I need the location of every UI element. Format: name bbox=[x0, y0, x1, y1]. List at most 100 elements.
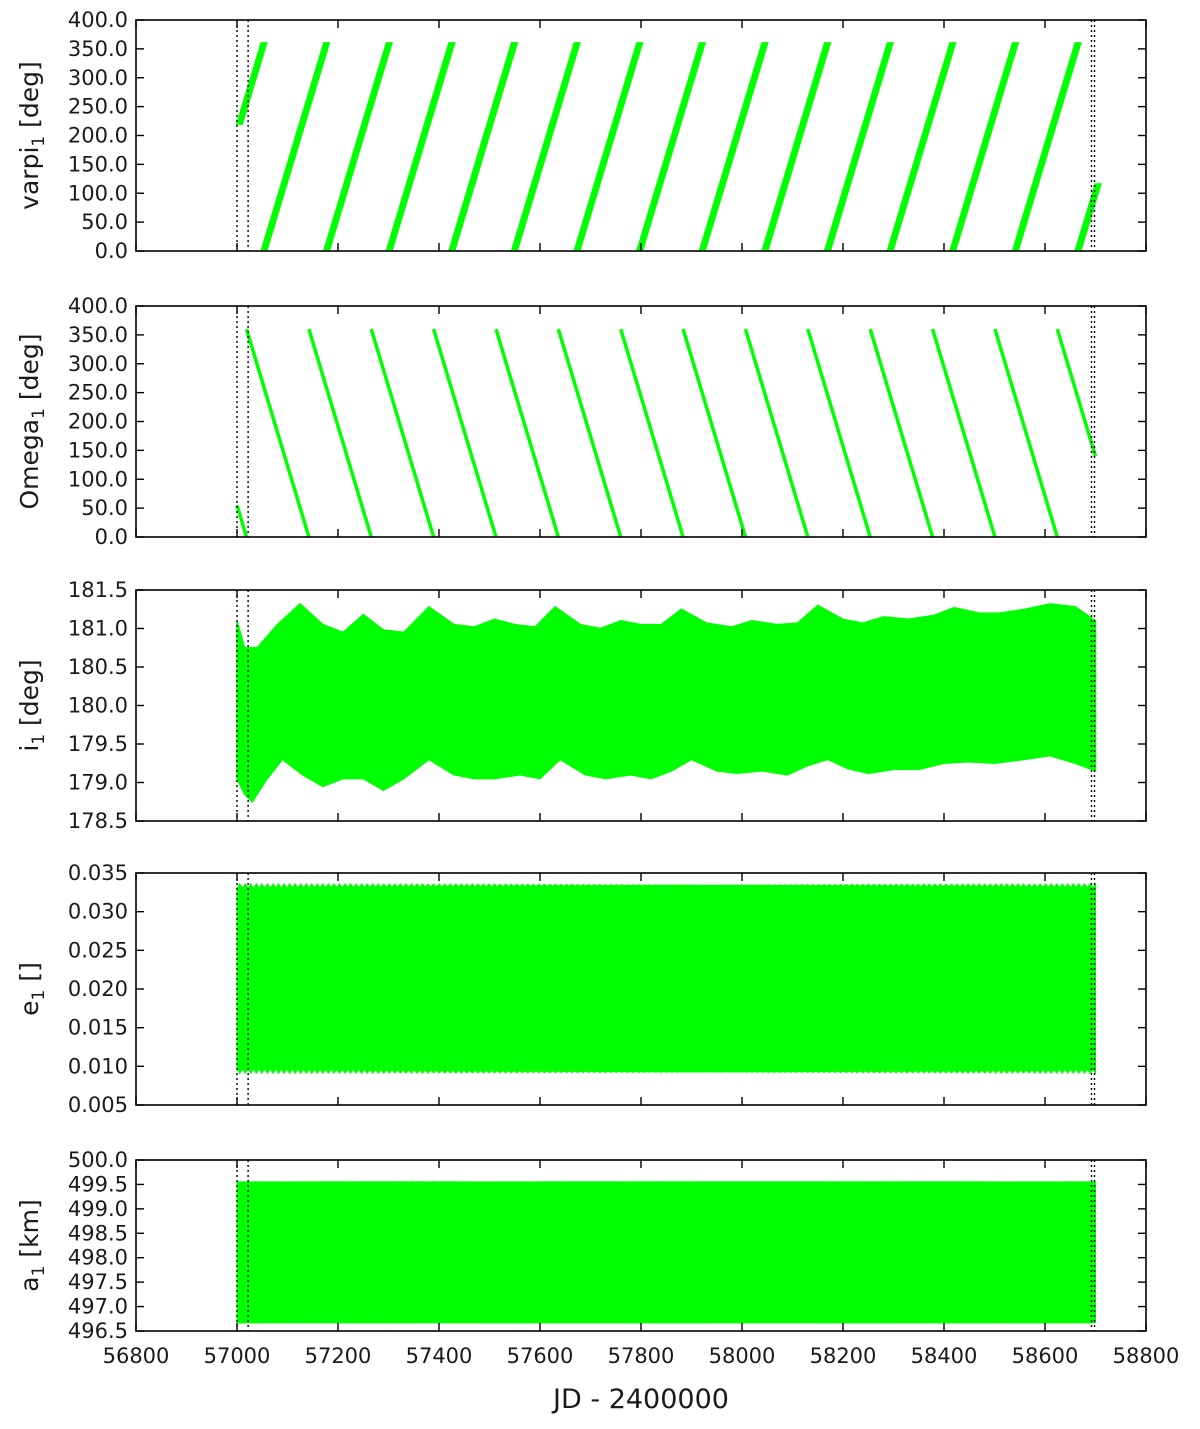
series-segment bbox=[761, 42, 832, 251]
series-segment bbox=[949, 42, 1020, 251]
series-segment bbox=[244, 328, 311, 537]
x-tick-label: 57000 bbox=[204, 1344, 271, 1368]
y-tick-label: 496.5 bbox=[68, 1319, 128, 1343]
y-axis-label: Omega1 [deg] bbox=[15, 333, 49, 509]
y-tick-label: 181.5 bbox=[68, 578, 128, 602]
x-tick-label: 57800 bbox=[608, 1344, 675, 1368]
y-tick-label: 0.020 bbox=[68, 977, 128, 1001]
y-tick-label: 497.0 bbox=[68, 1295, 128, 1319]
data-group-Omega bbox=[235, 328, 1098, 537]
series-segment bbox=[369, 328, 436, 537]
series-segment bbox=[494, 328, 561, 537]
y-tick-label: 181.0 bbox=[68, 617, 128, 641]
x-tick-label: 58000 bbox=[709, 1344, 776, 1368]
y-tick-label: 0.0 bbox=[95, 239, 128, 263]
y-tick-label: 350.0 bbox=[68, 323, 128, 347]
y-axis-label: i1 [deg] bbox=[15, 659, 49, 751]
panel-Omega: 0.0 50.0 100.0 150.0 200.0 250.0 300.0 350.0 400… bbox=[15, 294, 1147, 549]
y-tick-label: 100.0 bbox=[68, 467, 128, 491]
series-segment bbox=[681, 328, 748, 537]
y-tick-label: 498.5 bbox=[68, 1221, 128, 1245]
y-axis-label: varpi1 [deg] bbox=[15, 61, 49, 210]
x-tick-label: 57600 bbox=[507, 1344, 574, 1368]
y-axis-label-unit: [] bbox=[15, 962, 44, 989]
y-tick-label: 100.0 bbox=[68, 181, 128, 205]
y-tick-label: 180.0 bbox=[68, 694, 128, 718]
series-segment bbox=[448, 42, 519, 251]
y-tick-label: 0.005 bbox=[68, 1093, 128, 1117]
y-tick-label: 0.035 bbox=[68, 861, 128, 885]
y-axis-label-unit: [deg] bbox=[15, 333, 44, 408]
series-segment bbox=[260, 42, 331, 251]
y-tick-label: 0.030 bbox=[68, 900, 128, 924]
y-tick-label: 0.015 bbox=[68, 1016, 128, 1040]
panel-varpi: 0.0 50.0 100.0 150.0 200.0 250.0 300.0 350.0 400… bbox=[15, 8, 1147, 263]
y-tick-label: 150.0 bbox=[68, 152, 128, 176]
data-group-a bbox=[236, 1180, 1096, 1324]
series-segment bbox=[235, 42, 268, 125]
y-axis-label: e1 [] bbox=[15, 962, 49, 1016]
y-tick-label: 0.010 bbox=[68, 1054, 128, 1078]
series-segment bbox=[573, 42, 644, 251]
data-group-varpi bbox=[235, 42, 1102, 251]
y-axis-label-main: a bbox=[15, 1276, 44, 1291]
y-axis-label-subscript: 1 bbox=[29, 136, 49, 147]
panel-frame bbox=[135, 305, 1147, 538]
series-segment bbox=[806, 328, 872, 537]
series-segment bbox=[743, 328, 810, 537]
y-tick-label: 180.5 bbox=[68, 655, 128, 679]
x-tick-label: 57400 bbox=[406, 1344, 473, 1368]
y-tick-label: 499.5 bbox=[68, 1172, 128, 1196]
data-group-i bbox=[236, 602, 1097, 803]
series-segment bbox=[431, 328, 498, 537]
series-segment bbox=[556, 328, 623, 537]
x-tick-label: 58200 bbox=[810, 1344, 877, 1368]
series-band bbox=[236, 882, 1096, 1075]
y-tick-label: 300.0 bbox=[68, 66, 128, 90]
y-tick-label: 178.5 bbox=[68, 809, 128, 833]
panels: 0.050.0100.0150.0200.0250.0300.0350.0400… bbox=[15, 8, 1179, 1368]
x-tick-label: 57200 bbox=[305, 1344, 372, 1368]
y-axis-label: a1 [km] bbox=[15, 1199, 49, 1291]
y-axis-label-subscript: 1 bbox=[29, 990, 49, 1001]
y-tick-label: 499.0 bbox=[68, 1197, 128, 1221]
series-segment bbox=[235, 504, 249, 537]
y-tick-label: 200.0 bbox=[68, 124, 128, 148]
x-tick-label: 58600 bbox=[1012, 1344, 1079, 1368]
y-tick-label: 150.0 bbox=[68, 438, 128, 462]
y-axis-label-main: i bbox=[15, 745, 44, 752]
series-segment bbox=[868, 328, 935, 537]
y-tick-label: 200.0 bbox=[68, 410, 128, 434]
series-segment bbox=[1011, 42, 1082, 251]
series-segment bbox=[510, 42, 581, 251]
y-tick-label: 50.0 bbox=[81, 210, 128, 234]
panel-a: 496.5497.0497.5498.0498.5499.0499.5500.0… bbox=[15, 1148, 1179, 1368]
y-tick-label: 400.0 bbox=[68, 8, 128, 32]
series-segment bbox=[823, 42, 894, 251]
x-axis-label: JD - 2400000 bbox=[551, 1384, 729, 1415]
series-segment bbox=[993, 328, 1059, 537]
y-tick-label: 179.5 bbox=[68, 732, 128, 756]
series-segment bbox=[698, 42, 769, 251]
series-band bbox=[236, 1180, 1096, 1324]
data-group-e bbox=[236, 882, 1096, 1075]
y-axis-label-subscript: 1 bbox=[29, 1266, 49, 1277]
y-tick-label: 497.5 bbox=[68, 1270, 128, 1294]
y-tick-label: 50.0 bbox=[81, 496, 128, 520]
y-axis-label-unit: [deg] bbox=[15, 61, 44, 136]
series-segment bbox=[307, 328, 373, 537]
y-tick-label: 350.0 bbox=[68, 37, 128, 61]
series-segment bbox=[930, 328, 997, 537]
y-tick-label: 0.0 bbox=[95, 525, 128, 549]
x-tick-label: 58800 bbox=[1113, 1344, 1180, 1368]
panel-frame bbox=[135, 19, 1147, 252]
y-tick-label: 250.0 bbox=[68, 381, 128, 405]
panel-e: 0.005 0.010 0.015 0.020 0.025 0.030 0.035 e1 [] bbox=[15, 861, 1147, 1117]
x-tick-label: 56800 bbox=[103, 1344, 170, 1368]
series-band bbox=[236, 602, 1097, 803]
y-axis-label-subscript: 1 bbox=[29, 408, 49, 419]
y-axis-label-main: Omega bbox=[15, 419, 44, 510]
y-tick-label: 500.0 bbox=[68, 1148, 128, 1172]
x-tick-label: 58400 bbox=[911, 1344, 978, 1368]
